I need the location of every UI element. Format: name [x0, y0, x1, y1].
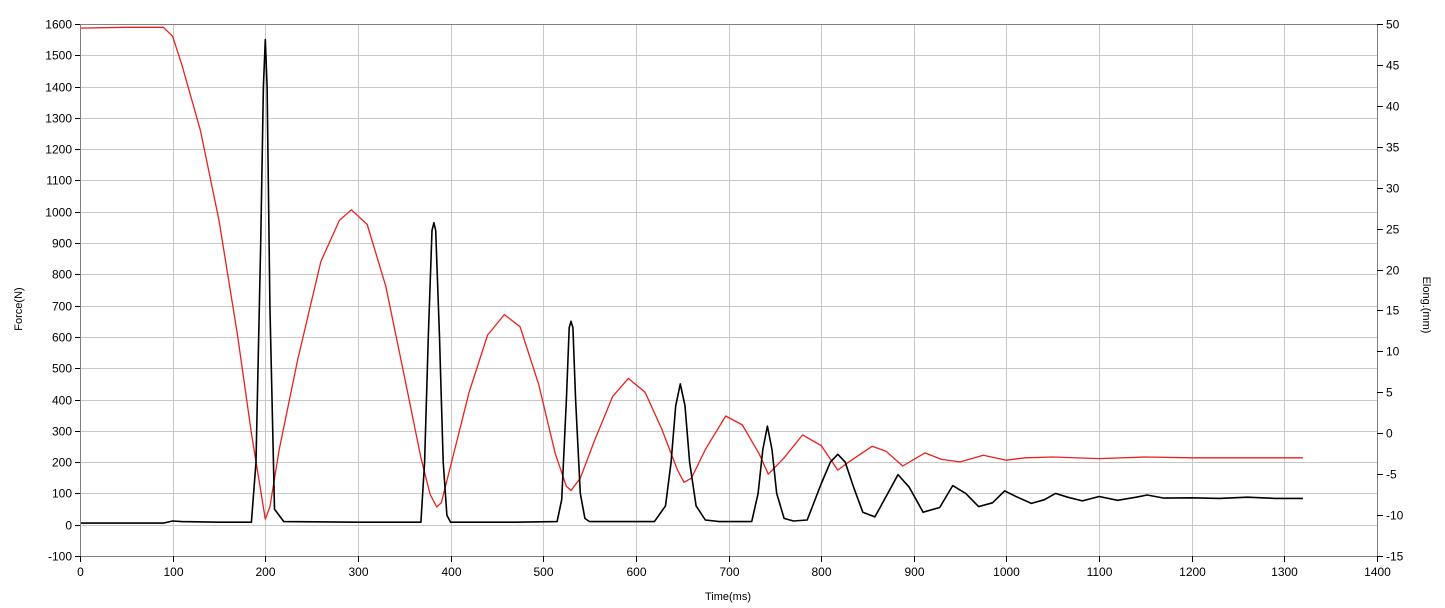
x-tick-label: 500 [533, 565, 553, 579]
y-left-tick-label: 1600 [45, 18, 72, 32]
y-left-tick-label: 1200 [45, 143, 72, 157]
y-right-tick-label: 5 [1386, 386, 1393, 400]
axes: 0 100 200 300 400 500 600 700 800 900 1000 1100 1200… [45, 18, 1403, 580]
y-right-tick-label: 20 [1386, 264, 1400, 278]
x-tick-label: 1200 [1179, 565, 1206, 579]
y-left-tick-label: 900 [52, 237, 72, 251]
y-right-tick-label: -5 [1386, 468, 1397, 482]
y-left-tick-label: 1500 [45, 49, 72, 63]
y-left-tick-label: 1400 [45, 81, 72, 95]
x-tick-label: 400 [441, 565, 461, 579]
y-right-tick-label: 45 [1386, 59, 1400, 73]
y-right-tick-label: -15 [1386, 550, 1404, 564]
y-right-tick-label: 50 [1386, 18, 1400, 32]
y-right-tick-label: -10 [1386, 509, 1404, 523]
y-left-tick-label: 300 [52, 425, 72, 439]
x-axis-title: Time(ms) [705, 591, 751, 603]
x-tick-label: 300 [348, 565, 368, 579]
y-left-tick-label: 600 [52, 331, 72, 345]
x-tick-label: 600 [626, 565, 646, 579]
y-left-tick-label: 500 [52, 362, 72, 376]
y-right-tick-label: 10 [1386, 345, 1400, 359]
grid [80, 24, 1378, 557]
y-left-tick-label: 1300 [45, 112, 72, 126]
y-left-tick-label: 1000 [45, 206, 72, 220]
y-left-tick-label: 700 [52, 300, 72, 314]
x-tick-label: 900 [904, 565, 924, 579]
y-right-tick-label: 35 [1386, 141, 1400, 155]
y-left-tick-label: -100 [48, 550, 72, 564]
x-tick-label: 1100 [1087, 565, 1113, 579]
y-left-tick-label: 100 [52, 487, 72, 501]
x-tick-label: 0 [77, 565, 84, 579]
y-right-tick-label: 30 [1386, 182, 1400, 196]
y-right-tick-label: 15 [1386, 304, 1400, 318]
y-right-tick-label: 40 [1386, 100, 1400, 114]
y-left-tick-label: 400 [52, 394, 72, 408]
y-left-tick-label: 1100 [46, 174, 72, 188]
x-tick-label: 200 [255, 565, 275, 579]
y-left-tick-label: 0 [65, 519, 72, 533]
x-tick-label: 1000 [993, 565, 1020, 579]
x-tick-label: 700 [719, 565, 739, 579]
x-tick-label: 1300 [1271, 565, 1298, 579]
force-series-line [80, 38, 1303, 524]
series-layer [79, 26, 1303, 524]
y-right-axis-title: Elong.(mm) [1420, 277, 1432, 334]
x-tick-label: 100 [163, 565, 183, 579]
y-left-tick-label: 200 [52, 456, 72, 470]
y-left-tick-label: 800 [52, 268, 72, 282]
y-right-tick-label: 25 [1386, 223, 1400, 237]
y-left-axis-title: Force(N) [13, 287, 25, 330]
x-tick-label: 1400 [1364, 565, 1391, 579]
y-right-tick-label: 0 [1386, 427, 1393, 441]
x-tick-label: 800 [811, 565, 831, 579]
